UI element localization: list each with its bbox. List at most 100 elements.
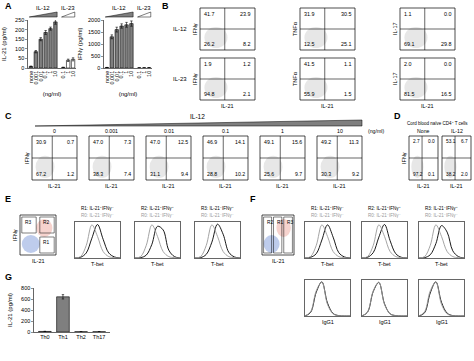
svg-text:IL-12: IL-12 <box>36 5 50 11</box>
svg-text:1: 1 <box>141 71 147 74</box>
svg-text:0.001: 0.001 <box>109 71 115 85</box>
svg-text:Th17: Th17 <box>93 334 106 340</box>
svg-text:2.0: 2.0 <box>404 61 412 67</box>
svg-text:(ng/ml): (ng/ml) <box>43 91 62 97</box>
svg-text:IL-21 (pg/ml): IL-21 (pg/ml) <box>7 293 13 327</box>
svg-text:IL-21 (pg/ml): IL-21 (pg/ml) <box>1 27 7 61</box>
svg-text:T-bet: T-bet <box>435 261 448 267</box>
svg-text:2000: 2000 <box>88 17 100 23</box>
svg-text:10: 10 <box>52 71 58 77</box>
svg-text:1.1: 1.1 <box>404 11 412 17</box>
svg-text:28.8: 28.8 <box>207 171 217 177</box>
svg-text:1: 1 <box>65 71 71 74</box>
svg-text:53.1: 53.1 <box>446 139 456 144</box>
svg-text:2.0: 2.0 <box>461 172 468 177</box>
svg-text:E: E <box>5 194 11 204</box>
svg-text:15.6: 15.6 <box>292 139 302 145</box>
svg-text:150: 150 <box>15 36 24 42</box>
svg-text:41.7: 41.7 <box>204 11 215 17</box>
svg-text:800: 800 <box>21 285 30 291</box>
svg-text:IL-12: IL-12 <box>190 113 205 120</box>
svg-text:IL-12: IL-12 <box>451 128 463 134</box>
svg-text:Th2: Th2 <box>76 334 85 340</box>
svg-text:38.2: 38.2 <box>446 172 456 177</box>
svg-text:25.6: 25.6 <box>264 171 274 177</box>
svg-text:C: C <box>5 111 12 121</box>
svg-text:0.7: 0.7 <box>67 139 74 145</box>
svg-text:0.001: 0.001 <box>105 128 118 134</box>
svg-text:8.2: 8.2 <box>243 41 251 47</box>
svg-text:29.8: 29.8 <box>441 41 452 47</box>
svg-text:46.9: 46.9 <box>207 139 217 145</box>
svg-text:0.01: 0.01 <box>164 128 174 134</box>
svg-text:A: A <box>5 1 12 11</box>
svg-text:R2: IL-21⁺IFNγ⁺: R2: IL-21⁺IFNγ⁺ <box>141 206 174 211</box>
svg-text:IL-12: IL-12 <box>112 5 126 11</box>
svg-text:47.0: 47.0 <box>93 139 103 145</box>
svg-text:T-bet: T-bet <box>211 261 224 267</box>
svg-text:0.01: 0.01 <box>38 71 44 82</box>
svg-text:IFNγ: IFNγ <box>192 73 198 85</box>
svg-text:IL-21: IL-21 <box>272 258 285 264</box>
svg-text:1.1: 1.1 <box>344 61 352 67</box>
svg-text:Th0: Th0 <box>40 334 49 340</box>
svg-text:IL-21: IL-21 <box>321 103 334 109</box>
svg-text:11.3: 11.3 <box>349 139 359 145</box>
svg-text:R3: R3 <box>287 220 293 225</box>
svg-text:IL-23: IL-23 <box>173 76 187 82</box>
svg-text:0: 0 <box>27 329 30 335</box>
svg-text:6.7: 6.7 <box>461 139 468 144</box>
svg-text:(ng/ml): (ng/ml) <box>368 128 384 134</box>
svg-text:49.1: 49.1 <box>264 139 274 145</box>
svg-text:G: G <box>5 272 12 282</box>
svg-text:IL-21: IL-21 <box>221 103 234 109</box>
svg-text:R0: IL-21⁻IFNγ⁻: R0: IL-21⁻IFNγ⁻ <box>368 213 401 218</box>
svg-text:1500: 1500 <box>88 29 100 35</box>
svg-text:0.0: 0.0 <box>444 61 452 67</box>
svg-text:0.001: 0.001 <box>33 71 39 85</box>
svg-text:94.8: 94.8 <box>204 91 215 97</box>
svg-text:IL-17: IL-17 <box>392 72 398 85</box>
svg-text:0.1: 0.1 <box>60 71 66 79</box>
svg-text:T-bet: T-bet <box>151 261 164 267</box>
svg-text:IFNγ: IFNγ <box>401 152 407 164</box>
svg-text:R1: R1 <box>43 240 49 245</box>
svg-text:none: none <box>28 71 34 83</box>
svg-text:0.1: 0.1 <box>42 71 48 79</box>
svg-text:10: 10 <box>128 71 134 77</box>
svg-text:9.4: 9.4 <box>181 171 188 177</box>
svg-text:16.5: 16.5 <box>441 91 452 97</box>
svg-text:47.0: 47.0 <box>150 139 160 145</box>
svg-text:TNFα: TNFα <box>292 71 298 86</box>
svg-text:1.9: 1.9 <box>204 61 212 67</box>
svg-text:IL-21: IL-21 <box>219 183 232 189</box>
svg-text:14.1: 14.1 <box>235 139 245 145</box>
svg-text:0.0: 0.0 <box>444 11 452 17</box>
svg-text:IL-21: IL-21 <box>333 183 346 189</box>
svg-text:TNFα: TNFα <box>292 21 298 36</box>
svg-text:55.9: 55.9 <box>304 91 315 97</box>
svg-text:IL-21: IL-21 <box>417 183 430 189</box>
svg-text:R1: R1 <box>277 220 283 225</box>
svg-text:0: 0 <box>53 128 56 134</box>
svg-text:400: 400 <box>21 307 30 313</box>
svg-text:50: 50 <box>18 55 24 61</box>
svg-text:1: 1 <box>281 128 284 134</box>
svg-text:1.2: 1.2 <box>67 171 74 177</box>
svg-text:500: 500 <box>91 53 100 59</box>
svg-text:IL-21: IL-21 <box>105 183 118 189</box>
svg-text:R3: IL-21⁻IFNγ⁺: R3: IL-21⁻IFNγ⁺ <box>425 206 458 211</box>
svg-text:97.2: 97.2 <box>413 172 423 177</box>
svg-text:69.1: 69.1 <box>404 41 415 47</box>
svg-text:23.9: 23.9 <box>240 11 251 17</box>
svg-text:IFNγ: IFNγ <box>24 152 30 164</box>
svg-text:IL-21: IL-21 <box>162 183 175 189</box>
svg-text:IL-21: IL-21 <box>421 103 434 109</box>
svg-text:R2: IL-21⁺IFNγ⁺: R2: IL-21⁺IFNγ⁺ <box>368 206 401 211</box>
svg-text:IL-17: IL-17 <box>392 22 398 35</box>
svg-text:1.2: 1.2 <box>243 61 251 67</box>
svg-text:10: 10 <box>146 71 152 77</box>
svg-text:IL-21: IL-21 <box>450 183 463 189</box>
svg-text:IL-21: IL-21 <box>276 183 289 189</box>
svg-text:IL-21: IL-21 <box>48 183 61 189</box>
